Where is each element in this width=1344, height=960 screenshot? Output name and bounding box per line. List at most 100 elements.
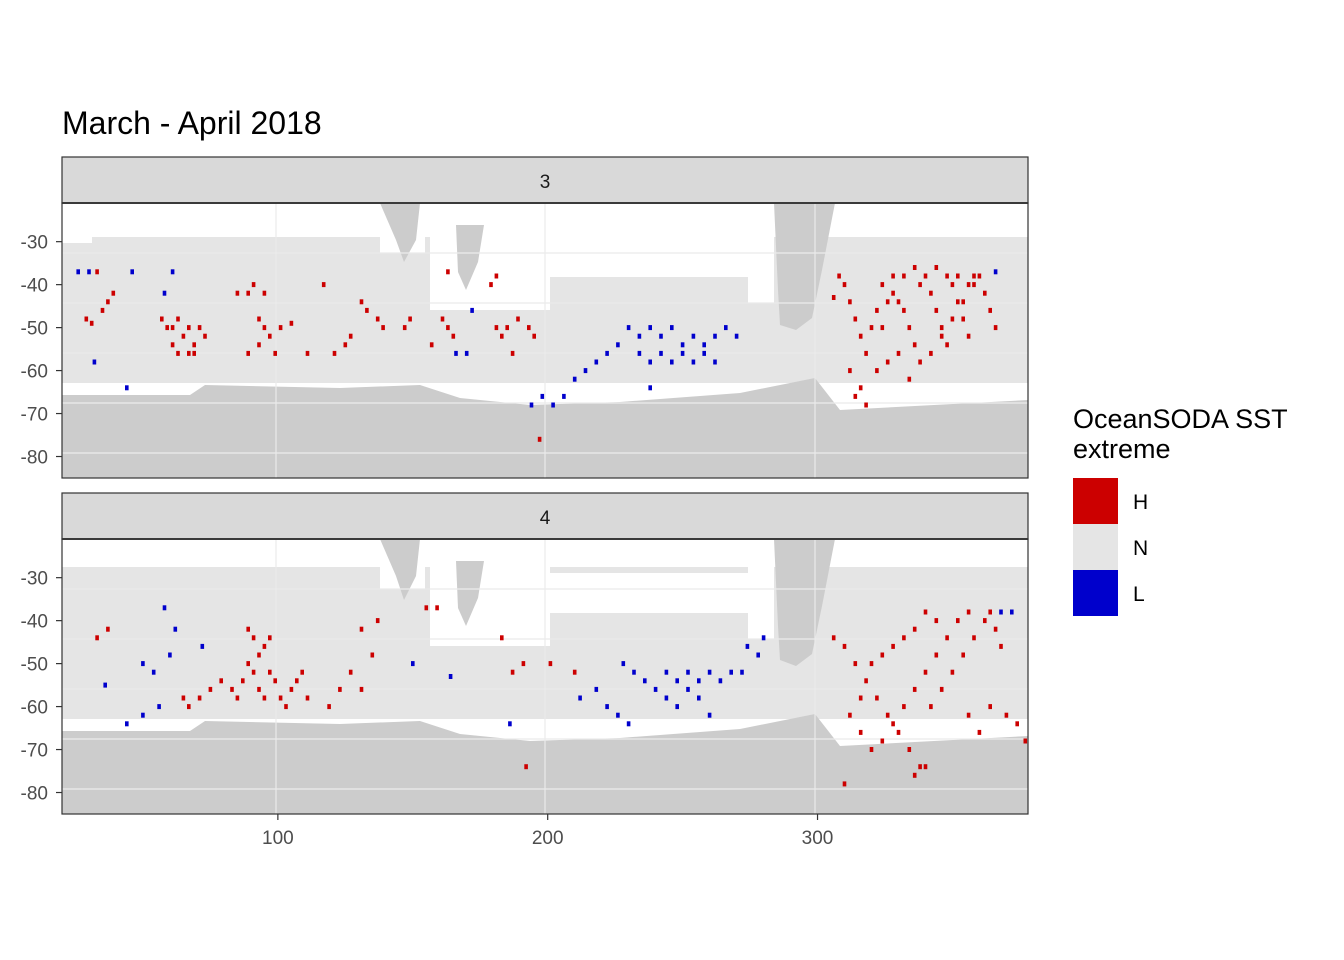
cell-high [961, 316, 965, 322]
cell-low [551, 402, 555, 408]
cell-high [891, 643, 895, 649]
cell-high [348, 333, 353, 339]
cell-low [130, 269, 134, 275]
cell-low [680, 350, 685, 356]
cell-high [939, 333, 944, 339]
y-tick-label: -70 [21, 741, 48, 762]
cell-high [880, 738, 885, 744]
cell-high [262, 325, 267, 331]
cell-high [880, 282, 885, 288]
facet-panel-4: 4 [61, 492, 1029, 815]
x-tick-label: 100 [262, 828, 294, 849]
cell-high [524, 764, 528, 770]
cell-high [262, 695, 267, 701]
cell-high [257, 686, 261, 692]
cell-high [950, 669, 955, 675]
cell-high [983, 618, 987, 624]
cell-high [241, 678, 245, 684]
legend-label-h: H [1133, 491, 1148, 514]
cell-high [95, 635, 99, 641]
cell-high [912, 342, 917, 348]
cell-high [902, 704, 906, 710]
cell-high [235, 695, 240, 701]
cell-low [664, 669, 669, 675]
cell-high [359, 299, 364, 305]
cell-high [945, 635, 949, 641]
cell-high [934, 265, 939, 270]
cell-high [848, 712, 852, 718]
cell-high [1004, 712, 1009, 718]
cell-high [907, 376, 912, 382]
cell-high [896, 350, 901, 356]
cell-low [648, 359, 652, 365]
legend-title-line-2: extreme [1073, 434, 1171, 464]
cell-low [756, 652, 760, 658]
cell-high [983, 290, 987, 296]
cell-high [918, 359, 922, 365]
cell-low [151, 669, 156, 675]
cell-high [268, 669, 272, 675]
cell-high [321, 282, 326, 288]
cell-high [875, 307, 879, 313]
legend-title-line-1: OceanSODA SST [1073, 404, 1287, 434]
cell-low [707, 669, 712, 675]
cell-low [621, 661, 626, 667]
cell-high [988, 704, 992, 710]
cell-high [359, 626, 364, 632]
cell-low [999, 609, 1003, 615]
cell-high [289, 320, 294, 326]
cell-high [305, 350, 310, 356]
cell-low [729, 669, 733, 675]
cell-high [176, 350, 180, 356]
cell-high [891, 273, 895, 279]
cell-high [111, 290, 116, 296]
cell-high [956, 299, 960, 305]
y-tick-label: -60 [21, 698, 48, 719]
cell-low [707, 712, 712, 718]
cell-high [956, 273, 960, 279]
cell-high [500, 635, 504, 641]
cell-low [572, 376, 577, 382]
legend: OceanSODA SST extreme H N L [1073, 404, 1287, 616]
axes: -30 -40 -50 -60 -70 -80 -30 -40 -50 -60 -70 -80 100 2… [21, 233, 834, 849]
cell-high [864, 678, 868, 684]
cell-low [470, 307, 474, 313]
cell-high [95, 269, 99, 275]
cell-high [365, 307, 369, 313]
cell-high [999, 643, 1003, 649]
cell-low [745, 643, 750, 649]
cell-high [891, 721, 895, 727]
cell-low [594, 686, 599, 692]
cell-low [761, 635, 766, 641]
cell-high [993, 626, 998, 632]
cell-low [691, 333, 696, 339]
cell-low [141, 712, 145, 718]
cell-high [858, 695, 863, 701]
x-tick-label: 300 [802, 828, 834, 849]
cell-high [305, 695, 310, 701]
cell-high [902, 307, 906, 313]
cell-high [489, 282, 493, 288]
cell-high [251, 282, 256, 288]
cell-low [162, 605, 167, 611]
cell-high [181, 333, 186, 339]
cell-high [235, 290, 240, 296]
cell-high [972, 635, 976, 641]
cell-high [885, 299, 890, 305]
cell-high [273, 678, 277, 684]
cell-high [327, 704, 331, 710]
cell-low [675, 678, 679, 684]
cell-low [562, 393, 566, 399]
legend-key-h [1073, 478, 1118, 524]
cell-low [626, 325, 631, 331]
cell-high [956, 618, 960, 624]
cell-high [858, 729, 863, 735]
cell-low [697, 678, 701, 684]
cell-low [993, 269, 998, 275]
cell-high [446, 269, 450, 275]
cell-high [375, 618, 380, 624]
cell-high [300, 669, 304, 675]
cell-high [548, 661, 553, 667]
cell-high [988, 609, 992, 615]
cell-high [934, 652, 939, 658]
